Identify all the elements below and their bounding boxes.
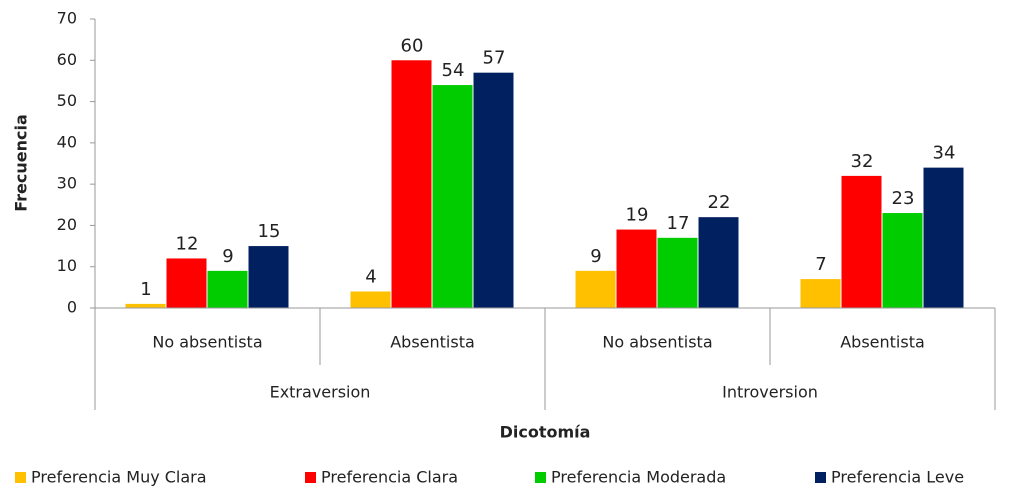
data-label: 4 [365,266,376,287]
legend-label: Preferencia Leve [831,468,964,487]
legend-swatch [15,472,26,483]
bar [698,217,739,308]
data-label: 17 [667,213,690,234]
y-tick-label: 20 [57,215,77,234]
bar [248,246,289,308]
x-tick-label: No absentista [152,333,262,352]
y-tick-label: 30 [57,174,77,193]
bar [575,270,616,308]
bar [432,85,473,308]
y-tick-label: 70 [57,9,77,28]
y-tick-label: 50 [57,91,77,110]
data-label: 9 [222,246,233,267]
x-axis-title: Dicotomía [500,423,591,442]
bar [800,279,841,308]
x-tick-label: Absentista [390,333,475,352]
bar [841,175,882,308]
group-label: Introversion [722,383,818,402]
bar [882,213,923,308]
x-tick-label: No absentista [602,333,712,352]
y-tick-label: 60 [57,50,77,69]
bar [125,303,166,308]
legend-swatch [305,472,316,483]
data-label: 7 [815,254,826,275]
data-label: 54 [442,60,465,81]
bar [166,258,207,308]
legend-label: Preferencia Moderada [551,468,726,487]
bar [391,60,432,309]
legend-swatch [535,472,546,483]
bar [923,167,964,308]
legend-label: Preferencia Clara [321,468,458,487]
data-label: 9 [590,246,601,267]
data-label: 15 [258,221,281,242]
data-label: 1 [140,279,151,300]
data-label: 34 [933,143,956,164]
data-label: 60 [401,35,424,56]
y-tick-label: 0 [67,298,77,317]
bar [207,270,248,308]
group-label: Extraversion [270,383,371,402]
y-axis-title: Frecuencia [12,114,31,212]
data-label: 19 [626,205,649,226]
legend-swatch [815,472,826,483]
bar [473,72,514,309]
bar [350,291,391,308]
data-label: 22 [708,192,731,213]
legend-label: Preferencia Muy Clara [31,468,207,487]
x-tick-label: Absentista [840,333,925,352]
y-tick-label: 40 [57,132,77,151]
data-label: 57 [483,48,506,69]
data-label: 32 [851,151,874,172]
bar [616,229,657,308]
bar [657,237,698,308]
data-label: 23 [892,188,915,209]
data-label: 12 [176,233,199,254]
y-tick-label: 10 [57,256,77,275]
